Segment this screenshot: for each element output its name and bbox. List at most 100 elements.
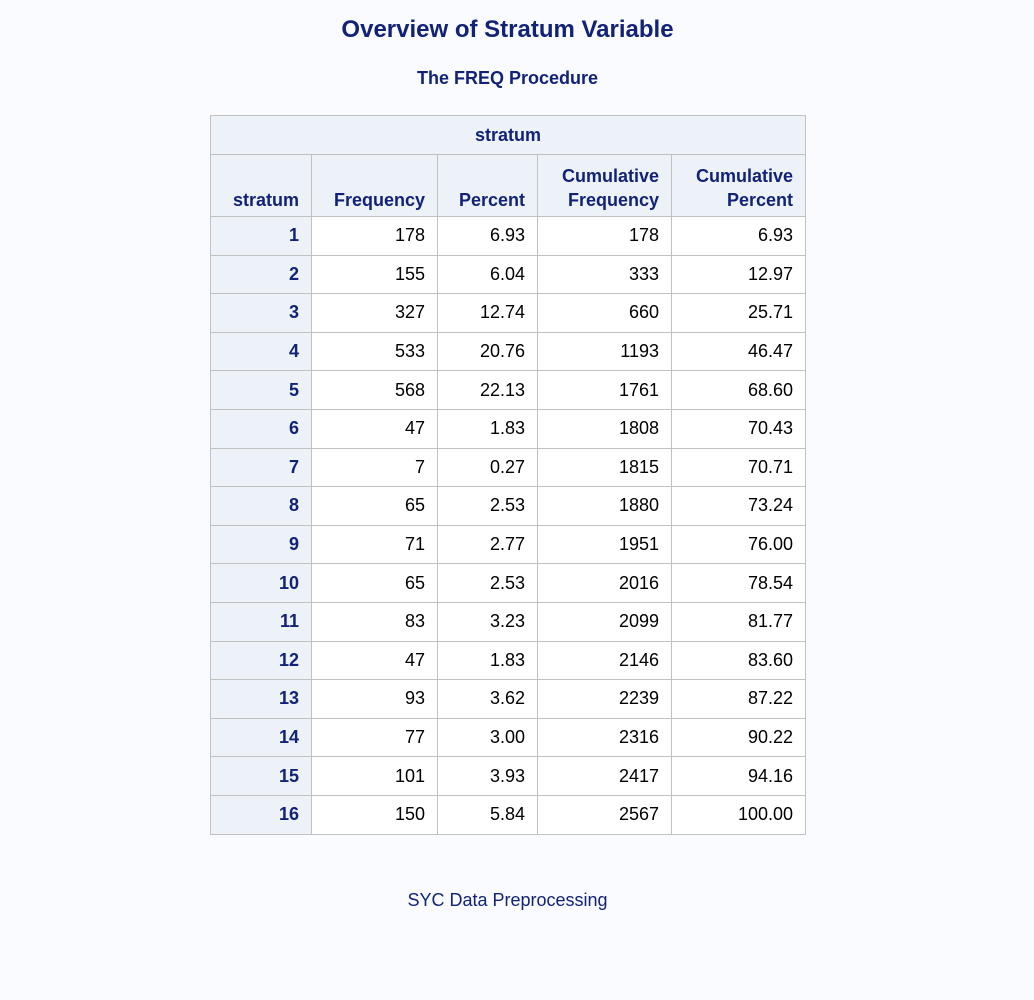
cell-cumulative-frequency: 178 <box>537 216 672 256</box>
row-header-stratum: 15 <box>210 756 312 796</box>
procedure-subtitle: The FREQ Procedure <box>416 68 599 88</box>
table-row: 7 7 0.27 1815 70.71 <box>210 447 806 488</box>
cell-cumulative-frequency: 1951 <box>537 524 672 565</box>
cell-cumulative-frequency: 2567 <box>537 794 672 835</box>
cell-frequency: 47 <box>311 640 438 681</box>
cell-percent: 3.00 <box>437 717 538 758</box>
row-header-stratum: 14 <box>210 717 312 758</box>
cell-cumulative-frequency: 333 <box>537 254 672 295</box>
row-header-stratum: 13 <box>210 679 312 719</box>
cell-cumulative-frequency: 2417 <box>537 756 672 796</box>
cell-percent: 0.27 <box>437 447 538 488</box>
cell-cumulative-frequency: 2099 <box>537 601 672 642</box>
table-row: 6 47 1.83 1808 70.43 <box>210 408 806 449</box>
column-header-cumulative-frequency-line2: Frequency <box>567 190 659 210</box>
column-header-cumulative-frequency: Cumulative Frequency <box>537 154 672 217</box>
cell-frequency: 47 <box>311 408 438 449</box>
cell-frequency: 65 <box>311 486 438 526</box>
row-header-stratum: 9 <box>210 524 312 565</box>
cell-cumulative-frequency: 2239 <box>537 679 672 719</box>
cell-cumulative-frequency: 1880 <box>537 486 672 526</box>
cell-percent: 2.53 <box>437 563 538 603</box>
cell-frequency: 327 <box>311 293 438 333</box>
table-spanner-header: stratum <box>210 115 806 155</box>
cell-cumulative-percent: 46.47 <box>671 331 806 372</box>
row-header-stratum: 16 <box>210 794 312 835</box>
column-header-cumulative-percent-line1: Cumulative <box>695 166 793 186</box>
row-header-stratum: 5 <box>210 370 312 410</box>
table-row: 9 71 2.77 1951 76.00 <box>210 524 806 565</box>
cell-cumulative-frequency: 2316 <box>537 717 672 758</box>
table-row: 3 327 12.74 660 25.71 <box>210 293 806 333</box>
column-header-frequency: Frequency <box>311 154 438 217</box>
table-row: 12 47 1.83 2146 83.60 <box>210 640 806 681</box>
cell-cumulative-percent: 70.71 <box>671 447 806 488</box>
cell-cumulative-percent: 68.60 <box>671 370 806 410</box>
footnote: SYC Data Preprocessing <box>407 890 608 910</box>
row-header-stratum: 2 <box>210 254 312 295</box>
column-header-cumulative-percent: Cumulative Percent <box>671 154 806 217</box>
table-row: 13 93 3.62 2239 87.22 <box>210 679 806 719</box>
cell-cumulative-percent: 12.97 <box>671 254 806 295</box>
cell-frequency: 150 <box>311 794 438 835</box>
table-row: 4 533 20.76 1193 46.47 <box>210 331 806 372</box>
cell-frequency: 93 <box>311 679 438 719</box>
cell-cumulative-frequency: 1761 <box>537 370 672 410</box>
row-header-stratum: 11 <box>210 601 312 642</box>
column-header-percent: Percent <box>437 154 538 217</box>
cell-frequency: 101 <box>311 756 438 796</box>
frequency-table: stratum stratum Frequency Percent Cumula… <box>210 115 806 835</box>
table-body: 1 178 6.93 178 6.93 2 155 6.04 333 12.97 3 327 12.74… <box>210 216 806 835</box>
cell-frequency: 533 <box>311 331 438 372</box>
cell-cumulative-percent: 25.71 <box>671 293 806 333</box>
cell-percent: 2.53 <box>437 486 538 526</box>
cell-percent: 1.83 <box>437 640 538 681</box>
cell-frequency: 77 <box>311 717 438 758</box>
row-header-stratum: 12 <box>210 640 312 681</box>
cell-frequency: 83 <box>311 601 438 642</box>
cell-percent: 1.83 <box>437 408 538 449</box>
cell-cumulative-percent: 81.77 <box>671 601 806 642</box>
cell-percent: 6.93 <box>437 216 538 256</box>
cell-percent: 12.74 <box>437 293 538 333</box>
cell-cumulative-percent: 83.60 <box>671 640 806 681</box>
cell-frequency: 7 <box>311 447 438 488</box>
cell-cumulative-percent: 94.16 <box>671 756 806 796</box>
cell-cumulative-percent: 87.22 <box>671 679 806 719</box>
table-row: 5 568 22.13 1761 68.60 <box>210 370 806 410</box>
row-header-stratum: 4 <box>210 331 312 372</box>
table-row: 2 155 6.04 333 12.97 <box>210 254 806 295</box>
row-header-stratum: 8 <box>210 486 312 526</box>
table-row: 1 178 6.93 178 6.93 <box>210 216 806 256</box>
cell-percent: 3.23 <box>437 601 538 642</box>
cell-cumulative-percent: 70.43 <box>671 408 806 449</box>
cell-percent: 22.13 <box>437 370 538 410</box>
table-row: 16 150 5.84 2567 100.00 <box>210 794 806 835</box>
cell-percent: 6.04 <box>437 254 538 295</box>
row-header-stratum: 10 <box>210 563 312 603</box>
cell-cumulative-frequency: 2146 <box>537 640 672 681</box>
cell-cumulative-frequency: 660 <box>537 293 672 333</box>
page-title: Overview of Stratum Variable <box>341 16 674 43</box>
table-row: 15 101 3.93 2417 94.16 <box>210 756 806 796</box>
cell-frequency: 65 <box>311 563 438 603</box>
cell-cumulative-percent: 76.00 <box>671 524 806 565</box>
row-header-stratum: 7 <box>210 447 312 488</box>
cell-cumulative-frequency: 1808 <box>537 408 672 449</box>
column-header-stratum: stratum <box>210 154 312 217</box>
cell-cumulative-percent: 73.24 <box>671 486 806 526</box>
row-header-stratum: 1 <box>210 216 312 256</box>
cell-frequency: 71 <box>311 524 438 565</box>
cell-cumulative-frequency: 1815 <box>537 447 672 488</box>
table-row: 10 65 2.53 2016 78.54 <box>210 563 806 603</box>
table-row: 11 83 3.23 2099 81.77 <box>210 601 806 642</box>
table-row: 8 65 2.53 1880 73.24 <box>210 486 806 526</box>
cell-cumulative-percent: 100.00 <box>671 794 806 835</box>
cell-cumulative-frequency: 1193 <box>537 331 672 372</box>
column-header-cumulative-percent-line2: Percent <box>726 190 793 210</box>
table-row: 14 77 3.00 2316 90.22 <box>210 717 806 758</box>
cell-percent: 3.93 <box>437 756 538 796</box>
cell-frequency: 568 <box>311 370 438 410</box>
column-header-cumulative-frequency-line1: Cumulative <box>561 166 659 186</box>
cell-cumulative-percent: 78.54 <box>671 563 806 603</box>
